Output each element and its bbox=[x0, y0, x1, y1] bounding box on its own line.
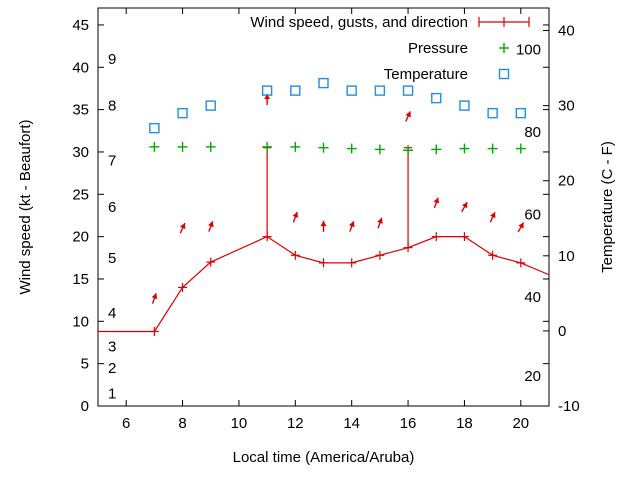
x-axis-title: Local time (America/Aruba) bbox=[233, 449, 415, 466]
fahrenheit-scale-label: 80 bbox=[524, 124, 541, 141]
wind-direction-arrow bbox=[348, 221, 355, 228]
beaufort-scale-label: 2 bbox=[108, 360, 116, 377]
y-axis-tick-label: 30 bbox=[72, 144, 89, 161]
temperature-marker bbox=[431, 92, 442, 104]
wind-direction-arrow bbox=[433, 197, 440, 204]
temperature-marker bbox=[346, 85, 357, 96]
temperature-marker bbox=[177, 107, 188, 119]
temperature-marker bbox=[459, 100, 470, 111]
y2-axis-tick-label: 10 bbox=[558, 248, 575, 265]
beaufort-scale-label: 5 bbox=[108, 250, 116, 267]
temperature-marker bbox=[374, 85, 386, 96]
y2-axis-tick-label: -10 bbox=[558, 398, 580, 415]
y-axis-tick-label: 15 bbox=[72, 271, 89, 288]
y2-axis-tick-label: 0 bbox=[558, 323, 566, 340]
y-axis-title: Wind speed (kt - Beaufort) bbox=[17, 119, 34, 294]
legend-label-temperature: Temperature bbox=[384, 66, 468, 83]
y-axis-tick-label: 35 bbox=[72, 102, 89, 119]
beaufort-scale-label: 4 bbox=[108, 305, 116, 322]
y-axis-tick-label: 25 bbox=[72, 186, 89, 203]
wind-direction-arrow bbox=[208, 221, 214, 228]
temperature-marker bbox=[261, 85, 273, 96]
temperature-marker bbox=[290, 85, 301, 96]
y2-axis-tick-label: 40 bbox=[558, 23, 575, 40]
temperature-marker bbox=[205, 100, 216, 111]
x-axis-tick-label: 14 bbox=[343, 415, 360, 432]
legend-label-wind: Wind speed, gusts, and direction bbox=[250, 14, 468, 31]
x-axis-tick-label: 16 bbox=[400, 415, 417, 432]
wind-direction-arrow bbox=[461, 202, 468, 209]
y-axis-tick-label: 45 bbox=[72, 17, 89, 34]
beaufort-scale-label: 6 bbox=[108, 199, 116, 216]
y2-axis-tick-label: 30 bbox=[558, 98, 575, 115]
temperature-marker bbox=[487, 107, 498, 119]
beaufort-scale-label: 1 bbox=[108, 385, 116, 402]
y-axis-tick-label: 5 bbox=[81, 356, 89, 373]
fahrenheit-scale-label: 20 bbox=[524, 368, 541, 385]
fahrenheit-scale-label: 100 bbox=[516, 41, 541, 58]
x-axis-tick-label: 18 bbox=[456, 415, 473, 432]
wind-direction-arrow bbox=[518, 222, 524, 229]
plot-frame bbox=[97, 7, 550, 407]
wind-speed-line bbox=[98, 235, 550, 333]
y2-axis-tick-label: 20 bbox=[558, 173, 575, 190]
wind-direction-arrow bbox=[264, 93, 271, 100]
wind-direction-arrow bbox=[292, 211, 299, 218]
fahrenheit-scale-label: 60 bbox=[524, 207, 541, 224]
fahrenheit-scale-label: 40 bbox=[524, 289, 541, 306]
y-axis-tick-label: 10 bbox=[72, 313, 89, 330]
x-axis-tick-label: 12 bbox=[287, 415, 304, 432]
beaufort-scale-label: 9 bbox=[108, 51, 116, 68]
y2-axis-title: Temperature (C - F) bbox=[599, 141, 616, 273]
wind-direction-arrow bbox=[490, 212, 496, 219]
temperature-marker bbox=[515, 107, 527, 119]
x-axis-tick-label: 10 bbox=[231, 415, 248, 432]
legend-label-pressure: Pressure bbox=[408, 40, 468, 57]
x-axis-tick-label: 6 bbox=[122, 415, 130, 432]
wind-direction-arrow bbox=[377, 217, 383, 224]
y-axis-tick-label: 40 bbox=[72, 59, 89, 76]
x-axis-tick-label: 8 bbox=[178, 415, 186, 432]
temperature-marker bbox=[149, 122, 160, 134]
wind-direction-arrow bbox=[151, 293, 158, 300]
x-axis-tick-label: 20 bbox=[512, 415, 529, 432]
wind-direction-arrow bbox=[405, 111, 411, 118]
temperature-marker bbox=[402, 85, 414, 96]
wind-direction-arrow bbox=[179, 223, 186, 230]
wind-direction-arrow bbox=[320, 220, 327, 227]
beaufort-scale-label: 3 bbox=[108, 339, 116, 356]
temperature-marker bbox=[318, 77, 329, 89]
beaufort-scale-label: 8 bbox=[108, 97, 116, 114]
y-axis-tick-label: 0 bbox=[81, 398, 89, 415]
beaufort-scale-label: 7 bbox=[108, 152, 116, 169]
legend-sample-temperature bbox=[498, 68, 510, 80]
y-axis-tick-label: 20 bbox=[72, 229, 89, 246]
